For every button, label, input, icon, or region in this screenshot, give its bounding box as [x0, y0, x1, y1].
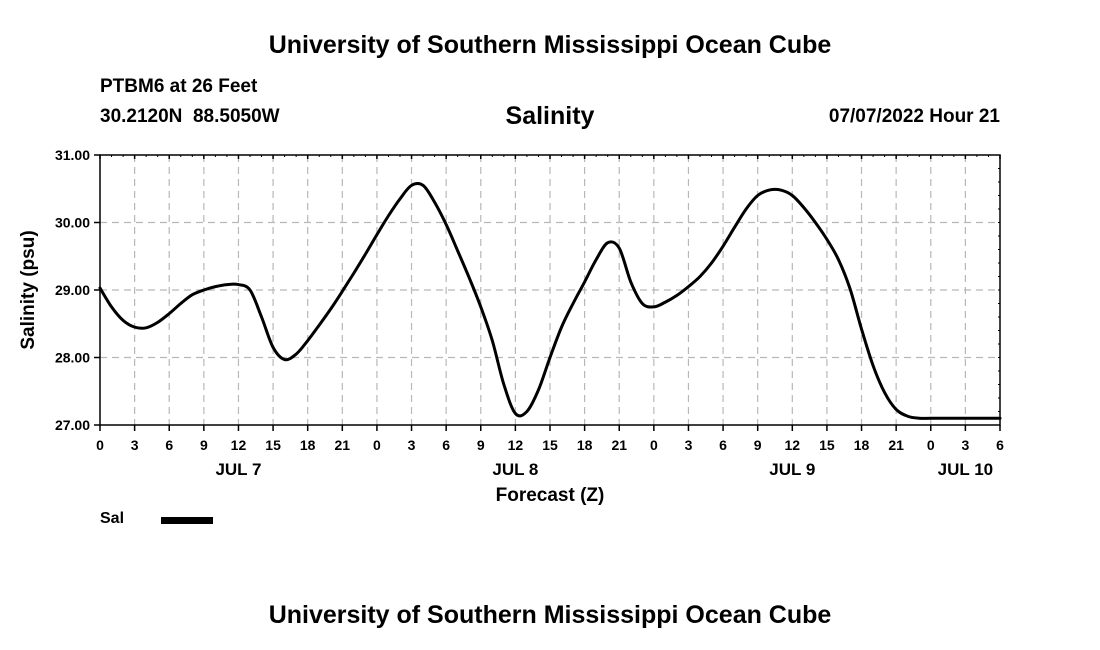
x-tick-label: 18 — [300, 437, 316, 453]
x-tick-label: 21 — [611, 437, 627, 453]
y-tick-label: 29.00 — [55, 282, 90, 298]
x-tick-label: 3 — [408, 437, 416, 453]
x-tick-label: 0 — [373, 437, 381, 453]
x-tick-label: 0 — [927, 437, 935, 453]
day-label: JUL 7 — [215, 460, 261, 479]
day-label: JUL 8 — [492, 460, 538, 479]
x-tick-label: 0 — [650, 437, 658, 453]
x-tick-label: 6 — [996, 437, 1004, 453]
x-tick-label: 3 — [685, 437, 693, 453]
x-tick-label: 12 — [785, 437, 801, 453]
x-axis-title: Forecast (Z) — [496, 485, 605, 506]
x-tick-label: 15 — [819, 437, 835, 453]
variable-title: Salinity — [505, 102, 595, 130]
x-tick-label: 9 — [477, 437, 485, 453]
axes — [94, 154, 1001, 431]
salinity-chart: 0 3 6 9 12 15 18 21 0 3 6 9 12 15 18 21 0 3 6 9 12 15 18 21 0 3 6 3… — [18, 147, 1004, 506]
x-tick-label: 18 — [577, 437, 593, 453]
page-title: University of Southern Mississippi Ocean… — [268, 31, 832, 59]
x-tick-label: 3 — [131, 437, 139, 453]
grid-lines — [100, 155, 1000, 425]
x-tick-label: 12 — [231, 437, 247, 453]
series-lines — [98, 181, 1002, 420]
x-tick-label: 6 — [719, 437, 727, 453]
y-tick-label: 30.00 — [55, 215, 90, 231]
series-line-sal — [98, 181, 1002, 420]
x-tick-label: 3 — [961, 437, 969, 453]
y-tick-label: 27.00 — [55, 417, 90, 433]
x-tick-label: 12 — [508, 437, 524, 453]
x-tick-label: 21 — [888, 437, 904, 453]
y-tick-label: 28.00 — [55, 350, 90, 366]
footer-title: University of Southern Mississippi Ocean… — [268, 601, 832, 629]
datetime-label: 07/07/2022 Hour 21 — [828, 106, 1000, 127]
y-tick-label: 31.00 — [55, 147, 90, 163]
x-tick-label: 0 — [96, 437, 104, 453]
legend-swatch — [161, 517, 213, 524]
x-tick-label: 9 — [200, 437, 208, 453]
legend-label: Sal — [100, 510, 125, 527]
coordinates-label: 30.2120N 88.5050W — [100, 106, 280, 127]
day-label: JUL 9 — [769, 460, 815, 479]
legend: Sal — [100, 508, 240, 532]
x-tick-label: 15 — [542, 437, 558, 453]
x-tick-label: 9 — [754, 437, 762, 453]
x-tick-label: 21 — [335, 437, 351, 453]
station-label: PTBM6 at 26 Feet — [100, 76, 258, 97]
axis-labels: 0 3 6 9 12 15 18 21 0 3 6 9 12 15 18 21 0 3 6 9 12 15 18 21 0 3 6 3… — [18, 147, 1004, 506]
day-label: JUL 10 — [938, 460, 993, 479]
y-axis-title: Salinity (psu) — [18, 230, 39, 349]
x-tick-label: 6 — [442, 437, 450, 453]
x-tick-label: 6 — [165, 437, 173, 453]
x-tick-label: 18 — [854, 437, 870, 453]
x-tick-label: 15 — [265, 437, 281, 453]
